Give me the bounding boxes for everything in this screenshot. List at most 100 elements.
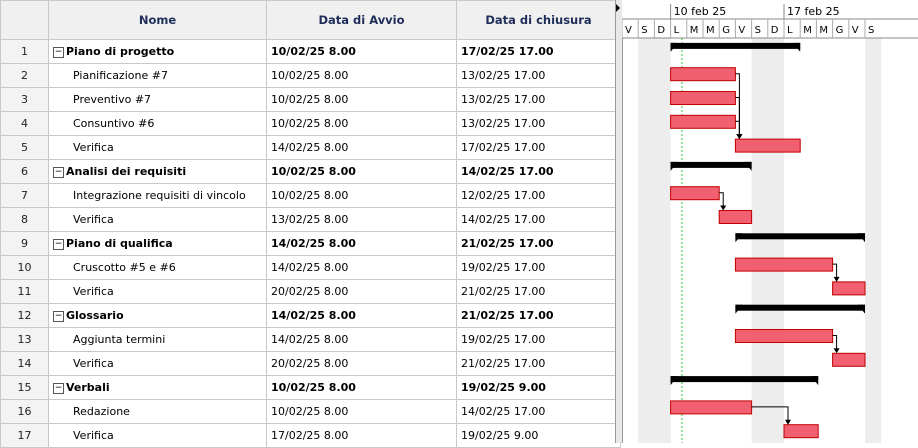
table-row[interactable]: 6− Analisi dei requisiti 10/02/25 8.00 14/0… xyxy=(0,159,621,184)
column-header-name[interactable]: Nome xyxy=(48,0,267,40)
end-date-cell[interactable]: 14/02/25 17.00 xyxy=(456,207,621,232)
start-date-cell[interactable]: 14/02/25 8.00 xyxy=(266,231,457,256)
start-date-cell[interactable]: 10/02/25 8.00 xyxy=(266,87,457,112)
table-row[interactable]: 4 Consuntivo #6 10/02/25 8.00 13/02/25 17.0… xyxy=(0,111,621,136)
end-date-cell[interactable]: 19/02/25 17.00 xyxy=(456,255,621,280)
task-name-cell[interactable]: Verifica xyxy=(48,207,267,232)
row-number[interactable]: 3 xyxy=(0,87,49,112)
task-name-cell[interactable]: − Analisi dei requisiti xyxy=(48,159,267,184)
row-number[interactable]: 15 xyxy=(0,375,49,400)
start-date-cell[interactable]: 17/02/25 8.00 xyxy=(266,423,457,448)
row-number[interactable]: 8 xyxy=(0,207,49,232)
row-number[interactable]: 14 xyxy=(0,351,49,376)
splitter-arrow-icon[interactable] xyxy=(616,4,620,12)
start-date-cell[interactable]: 10/02/25 8.00 xyxy=(266,111,457,136)
task-name-cell[interactable]: Integrazione requisiti di vincolo xyxy=(48,183,267,208)
end-date-cell[interactable]: 13/02/25 17.00 xyxy=(456,87,621,112)
start-date-cell[interactable]: 20/02/25 8.00 xyxy=(266,351,457,376)
end-date-cell[interactable]: 14/02/25 17.00 xyxy=(456,159,621,184)
end-date-cell[interactable]: 21/02/25 17.00 xyxy=(456,351,621,376)
start-date-cell[interactable]: 20/02/25 8.00 xyxy=(266,279,457,304)
table-row[interactable]: 8 Verifica 13/02/25 8.00 14/02/25 17.00 xyxy=(0,207,621,232)
row-number[interactable]: 11 xyxy=(0,279,49,304)
end-date-cell[interactable]: 21/02/25 17.00 xyxy=(456,303,621,328)
row-number[interactable]: 5 xyxy=(0,135,49,160)
start-date-cell[interactable]: 14/02/25 8.00 xyxy=(266,135,457,160)
row-number[interactable]: 10 xyxy=(0,255,49,280)
task-name-cell[interactable]: − Piano di progetto xyxy=(48,39,267,64)
task-name-cell[interactable]: Verifica xyxy=(48,135,267,160)
pane-splitter[interactable] xyxy=(615,0,623,443)
start-date-cell[interactable]: 10/02/25 8.00 xyxy=(266,63,457,88)
task-name-cell[interactable]: − Piano di qualifica xyxy=(48,231,267,256)
start-date-cell[interactable]: 10/02/25 8.00 xyxy=(266,39,457,64)
collapse-toggle-icon[interactable]: − xyxy=(53,238,64,250)
row-number[interactable]: 12 xyxy=(0,303,49,328)
task-name-cell[interactable]: Verifica xyxy=(48,279,267,304)
row-number[interactable]: 6 xyxy=(0,159,49,184)
table-row[interactable]: 3 Preventivo #7 10/02/25 8.00 13/02/25 17.0… xyxy=(0,87,621,112)
start-date-cell[interactable]: 10/02/25 8.00 xyxy=(266,183,457,208)
column-header-id[interactable] xyxy=(0,0,49,40)
task-name-cell[interactable]: Consuntivo #6 xyxy=(48,111,267,136)
task-name-cell[interactable]: Redazione xyxy=(48,399,267,424)
end-date-cell[interactable]: 21/02/25 17.00 xyxy=(456,231,621,256)
end-date-cell[interactable]: 19/02/25 9.00 xyxy=(456,375,621,400)
end-date-cell[interactable]: 17/02/25 17.00 xyxy=(456,39,621,64)
start-date-cell[interactable]: 14/02/25 8.00 xyxy=(266,327,457,352)
start-date-cell[interactable]: 10/02/25 8.00 xyxy=(266,159,457,184)
row-number[interactable]: 4 xyxy=(0,111,49,136)
end-date-cell[interactable]: 21/02/25 17.00 xyxy=(456,279,621,304)
table-row[interactable]: 2 Pianificazione #7 10/02/25 8.00 13/02/25 … xyxy=(0,63,621,88)
column-header-end[interactable]: Data di chiusura xyxy=(456,0,621,40)
table-row[interactable]: 14 Verifica 20/02/25 8.00 21/02/25 17.00 xyxy=(0,351,621,376)
start-date-cell[interactable]: 13/02/25 8.00 xyxy=(266,207,457,232)
end-date-cell[interactable]: 19/02/25 9.00 xyxy=(456,423,621,448)
task-name-cell[interactable]: Verifica xyxy=(48,423,267,448)
start-date-cell[interactable]: 14/02/25 8.00 xyxy=(266,255,457,280)
start-date-cell[interactable]: 10/02/25 8.00 xyxy=(266,399,457,424)
end-date-cell[interactable]: 14/02/25 17.00 xyxy=(456,399,621,424)
table-row[interactable]: 1− Piano di progetto 10/02/25 8.00 17/02/25… xyxy=(0,39,621,64)
dependency-link xyxy=(735,97,740,136)
table-row[interactable]: 15− Verbali 10/02/25 8.00 19/02/25 9.00 xyxy=(0,375,621,400)
table-row[interactable]: 9− Piano di qualifica 14/02/25 8.00 21/02/2… xyxy=(0,231,621,256)
end-date-cell[interactable]: 13/02/25 17.00 xyxy=(456,111,621,136)
table-row[interactable]: 11 Verifica 20/02/25 8.00 21/02/25 17.00 xyxy=(0,279,621,304)
task-name-cell[interactable]: Verifica xyxy=(48,351,267,376)
column-header-start[interactable]: Data di Avvio xyxy=(266,0,457,40)
task-name-cell[interactable]: − Glossario xyxy=(48,303,267,328)
task-name-cell[interactable]: Preventivo #7 xyxy=(48,87,267,112)
row-number[interactable]: 7 xyxy=(0,183,49,208)
end-date-cell[interactable]: 13/02/25 17.00 xyxy=(456,63,621,88)
end-date-cell[interactable]: 12/02/25 17.00 xyxy=(456,183,621,208)
table-row[interactable]: 7 Integrazione requisiti di vincolo 10/02/… xyxy=(0,183,621,208)
task-name-cell[interactable]: Pianificazione #7 xyxy=(48,63,267,88)
table-row[interactable]: 12− Glossario 14/02/25 8.00 21/02/25 17.00 xyxy=(0,303,621,328)
start-date-cell[interactable]: 10/02/25 8.00 xyxy=(266,375,457,400)
task-name: Analisi dei requisiti xyxy=(66,165,187,178)
task-name-cell[interactable]: − Verbali xyxy=(48,375,267,400)
collapse-toggle-icon[interactable]: − xyxy=(53,382,64,394)
row-number[interactable]: 1 xyxy=(0,39,49,64)
table-row[interactable]: 13 Aggiunta termini 14/02/25 8.00 19/02/25 … xyxy=(0,327,621,352)
task-name-cell[interactable]: Aggiunta termini xyxy=(48,327,267,352)
end-date-cell[interactable]: 17/02/25 17.00 xyxy=(456,135,621,160)
table-row[interactable]: 10 Cruscotto #5 e #6 14/02/25 8.00 19/02/25… xyxy=(0,255,621,280)
collapse-toggle-icon[interactable]: − xyxy=(53,310,64,322)
row-number[interactable]: 13 xyxy=(0,327,49,352)
table-row[interactable]: 16 Redazione 10/02/25 8.00 14/02/25 17.00 xyxy=(0,399,621,424)
task-bar xyxy=(670,91,736,105)
row-number[interactable]: 16 xyxy=(0,399,49,424)
row-number[interactable]: 17 xyxy=(0,423,49,448)
row-number[interactable]: 9 xyxy=(0,231,49,256)
day-label: M xyxy=(706,25,715,36)
collapse-toggle-icon[interactable]: − xyxy=(53,46,64,58)
collapse-toggle-icon[interactable]: − xyxy=(53,166,64,178)
table-row[interactable]: 5 Verifica 14/02/25 8.00 17/02/25 17.00 xyxy=(0,135,621,160)
start-date-cell[interactable]: 14/02/25 8.00 xyxy=(266,303,457,328)
task-name-cell[interactable]: Cruscotto #5 e #6 xyxy=(48,255,267,280)
table-row[interactable]: 17 Verifica 17/02/25 8.00 19/02/25 9.00 xyxy=(0,423,621,448)
end-date-cell[interactable]: 19/02/25 17.00 xyxy=(456,327,621,352)
row-number[interactable]: 2 xyxy=(0,63,49,88)
